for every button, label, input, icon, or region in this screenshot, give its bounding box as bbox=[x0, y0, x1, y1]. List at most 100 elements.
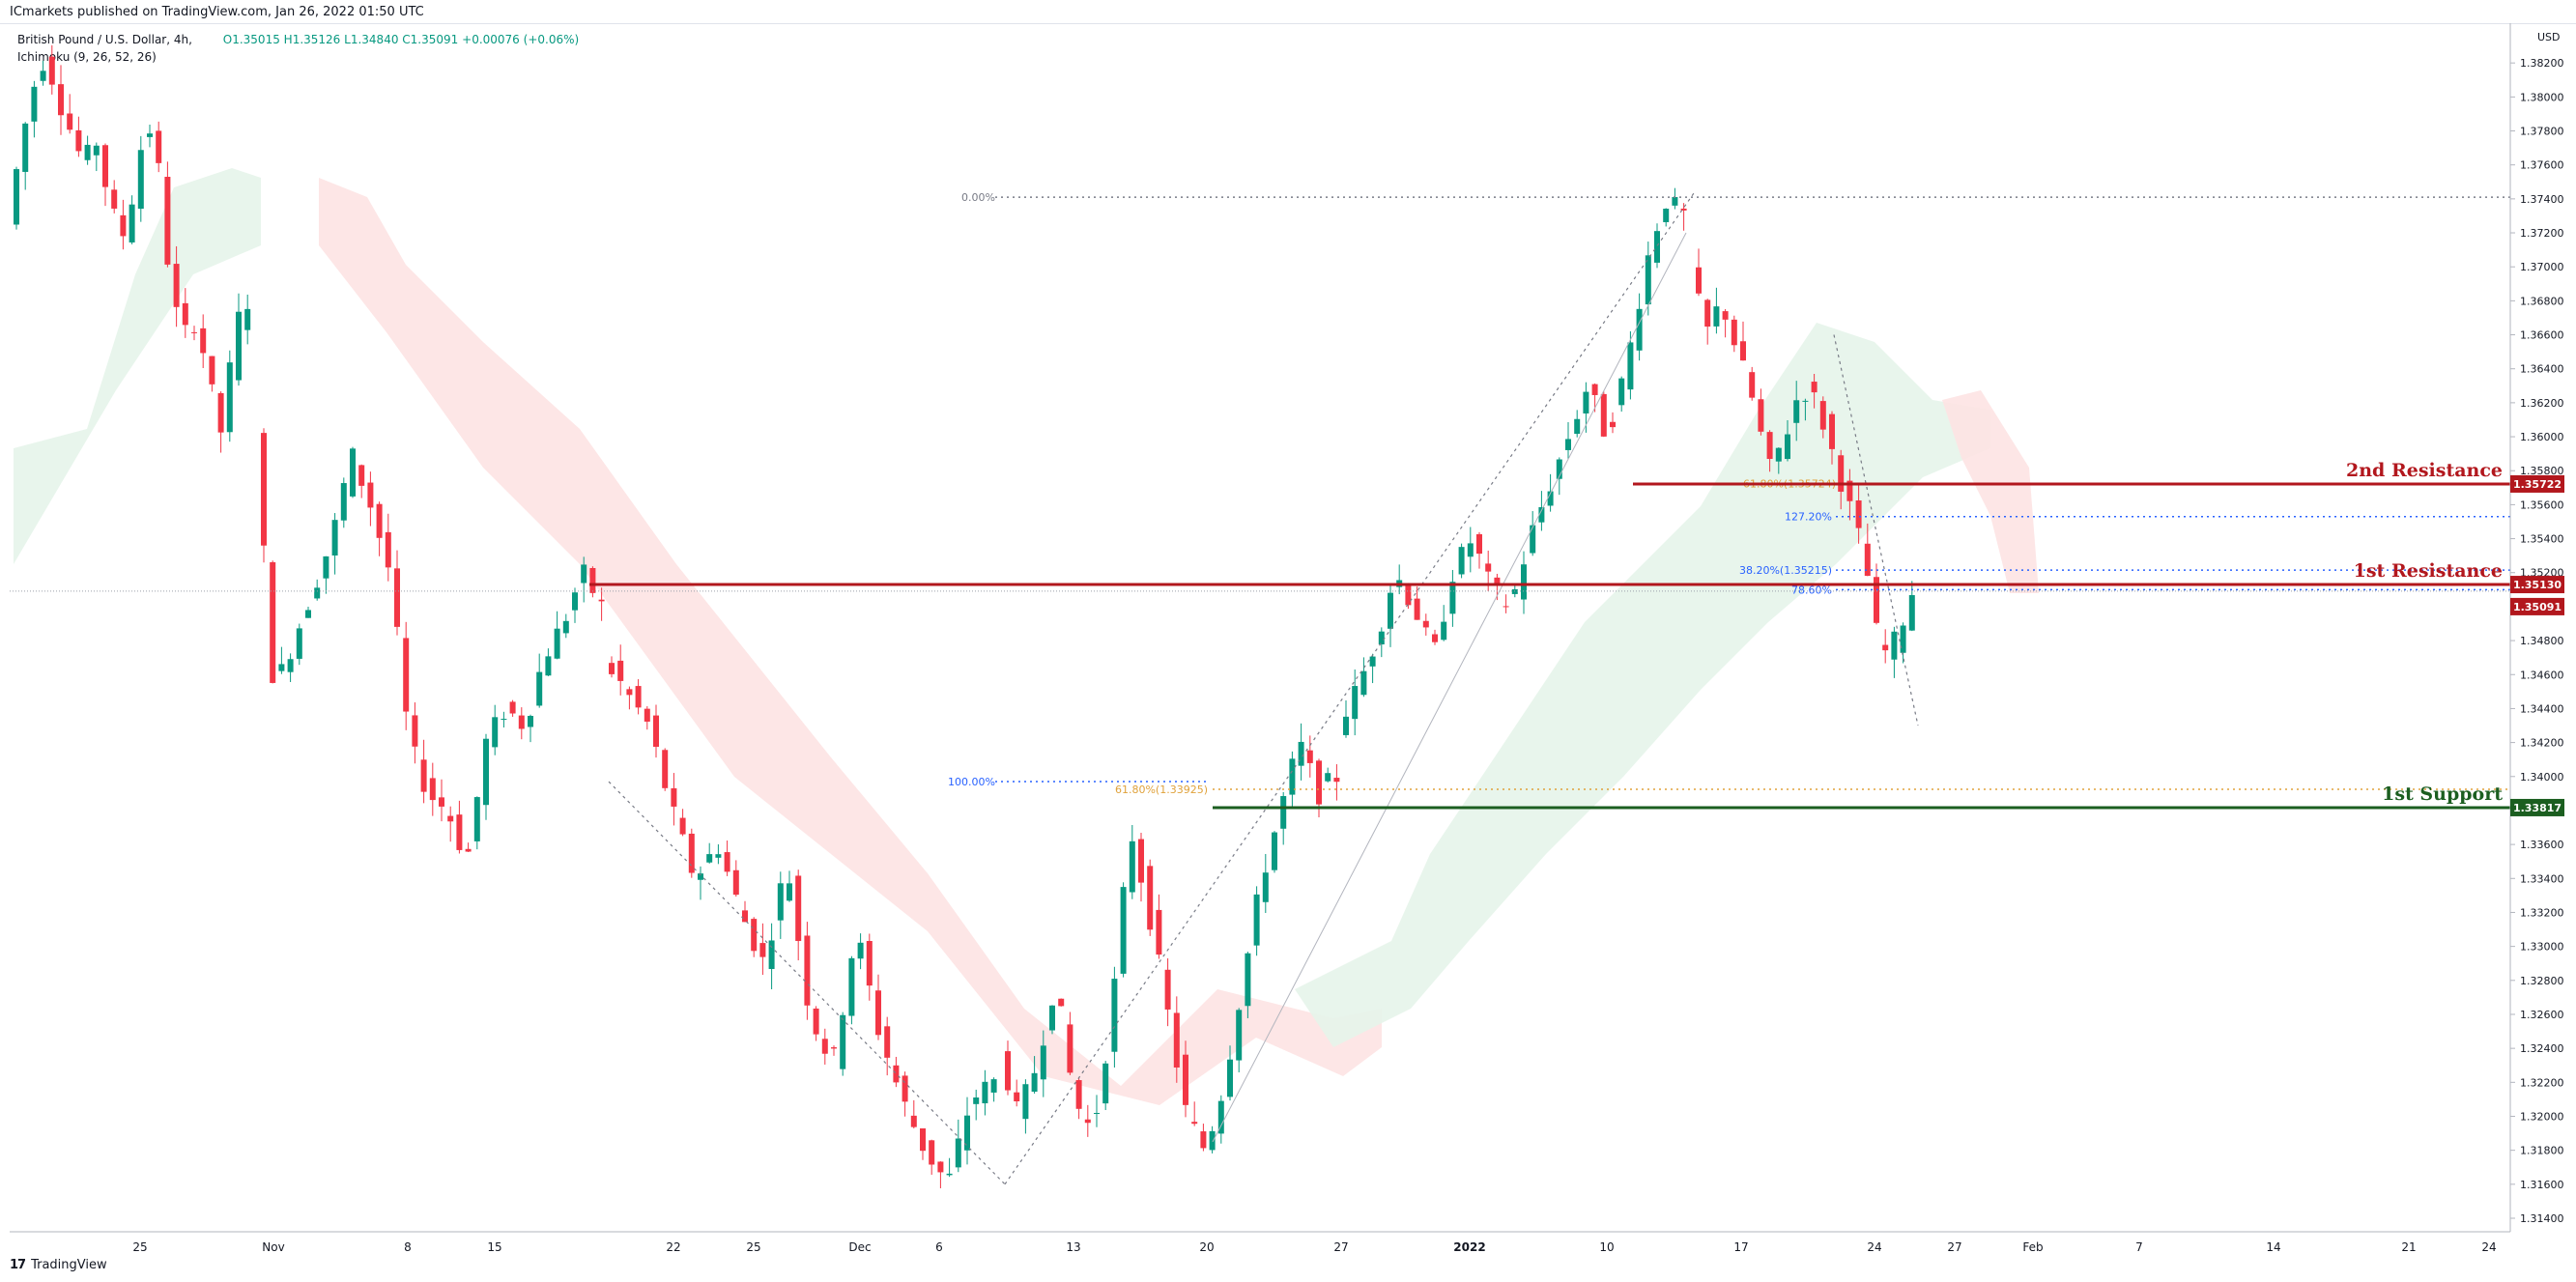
candle-body bbox=[1476, 533, 1482, 555]
candle bbox=[598, 587, 605, 621]
candle bbox=[261, 428, 267, 563]
candle bbox=[75, 116, 82, 157]
candle bbox=[1094, 1095, 1100, 1127]
candle bbox=[111, 180, 118, 214]
candle bbox=[1369, 653, 1376, 684]
candle bbox=[1075, 1078, 1082, 1120]
candle-body bbox=[635, 686, 642, 708]
candle bbox=[182, 288, 188, 338]
price-tick-label: 1.31800 bbox=[2520, 1145, 2564, 1157]
price-tick-label: 1.38000 bbox=[2520, 91, 2564, 103]
candle bbox=[200, 314, 207, 369]
candle-body bbox=[1449, 582, 1456, 614]
candle-body bbox=[14, 169, 19, 225]
candle-body bbox=[1467, 543, 1474, 557]
price-tick-label: 1.38200 bbox=[2520, 57, 2564, 70]
candle bbox=[1040, 1030, 1046, 1097]
candle-body bbox=[1343, 716, 1349, 735]
candle bbox=[973, 1089, 980, 1121]
candle-body bbox=[1556, 459, 1562, 479]
price-tick-label: 1.35800 bbox=[2520, 465, 2564, 477]
candle bbox=[1147, 859, 1154, 936]
candle-body bbox=[1014, 1092, 1020, 1102]
trend-line-thin bbox=[1212, 232, 1687, 1143]
candle-body bbox=[902, 1075, 908, 1102]
price-chart[interactable]: 0.00%100.00%61.80%(1.33925)61.80%(1.3572… bbox=[0, 23, 2576, 1258]
candle-body bbox=[270, 561, 276, 683]
candle-body bbox=[1636, 308, 1643, 351]
candle-body bbox=[1049, 1005, 1055, 1031]
candle-body bbox=[483, 738, 489, 806]
candle bbox=[1793, 381, 1800, 442]
candle-body bbox=[1855, 499, 1862, 528]
candle bbox=[545, 648, 552, 676]
candle bbox=[1333, 764, 1340, 801]
candle-body bbox=[1209, 1130, 1216, 1151]
candle-body bbox=[857, 942, 864, 959]
price-tick-label: 1.32200 bbox=[2520, 1076, 2564, 1089]
candle bbox=[412, 702, 418, 764]
candle bbox=[287, 653, 294, 683]
tradingview-logo: 17 TradingView bbox=[10, 1258, 107, 1272]
candle-body bbox=[813, 1008, 819, 1035]
candle-body bbox=[715, 854, 722, 858]
price-tick-label: 1.37400 bbox=[2520, 193, 2564, 206]
candle-body bbox=[724, 852, 730, 872]
candle bbox=[296, 623, 302, 666]
candle-body bbox=[48, 56, 55, 85]
candle-body bbox=[1829, 413, 1835, 449]
candle-body bbox=[1696, 267, 1702, 294]
candle bbox=[102, 143, 108, 207]
candle bbox=[509, 699, 516, 717]
candle-body bbox=[1900, 625, 1906, 653]
ichimoku-cloud-area bbox=[1295, 323, 1990, 1047]
candle bbox=[821, 1028, 828, 1065]
level-label: 1st Support bbox=[2382, 783, 2503, 805]
fib-level-label: 100.00% bbox=[948, 776, 995, 788]
candle-body bbox=[1802, 400, 1809, 402]
candle-body bbox=[1191, 1122, 1198, 1125]
candle-body bbox=[350, 448, 356, 497]
candle-body bbox=[1094, 1112, 1100, 1114]
candle-body bbox=[1333, 778, 1340, 783]
fib-level-label: 78.60% bbox=[1791, 584, 1832, 596]
candle-body bbox=[1422, 620, 1429, 628]
price-tick-label: 1.34600 bbox=[2520, 669, 2564, 681]
candle bbox=[439, 779, 444, 822]
candle-body bbox=[1031, 1072, 1038, 1092]
candle-body bbox=[518, 715, 525, 729]
candle-body bbox=[429, 778, 436, 801]
candle bbox=[875, 974, 881, 1040]
candle-body bbox=[403, 638, 410, 712]
time-tick-label: 13 bbox=[1066, 1240, 1080, 1254]
candle-body bbox=[1654, 231, 1660, 263]
candle-body bbox=[1530, 525, 1536, 554]
candle bbox=[394, 550, 400, 636]
candle bbox=[1432, 629, 1438, 645]
symbol-name[interactable]: British Pound / U.S. Dollar, 4h, bbox=[17, 33, 192, 46]
candle-body bbox=[501, 719, 507, 721]
candle bbox=[732, 860, 739, 897]
candle bbox=[528, 714, 533, 743]
candle-body bbox=[376, 503, 383, 538]
candle-body bbox=[1129, 840, 1135, 893]
candle-body bbox=[1058, 998, 1065, 1007]
candle bbox=[483, 733, 489, 820]
candle-body bbox=[589, 567, 596, 593]
candle bbox=[1058, 998, 1065, 1007]
candle bbox=[1775, 447, 1782, 474]
candle bbox=[191, 326, 197, 341]
candle-body bbox=[156, 130, 162, 163]
candle-body bbox=[1147, 866, 1154, 930]
candle-body bbox=[1494, 577, 1501, 585]
candle bbox=[1289, 751, 1296, 809]
time-tick-label: 6 bbox=[935, 1240, 943, 1254]
candle bbox=[609, 656, 615, 678]
candle bbox=[751, 917, 758, 957]
candle-body bbox=[1388, 592, 1393, 629]
candle bbox=[1245, 952, 1251, 1018]
candle bbox=[403, 621, 410, 730]
candle-body bbox=[1680, 208, 1687, 211]
time-tick-label: 15 bbox=[487, 1240, 501, 1254]
candle bbox=[147, 124, 153, 148]
